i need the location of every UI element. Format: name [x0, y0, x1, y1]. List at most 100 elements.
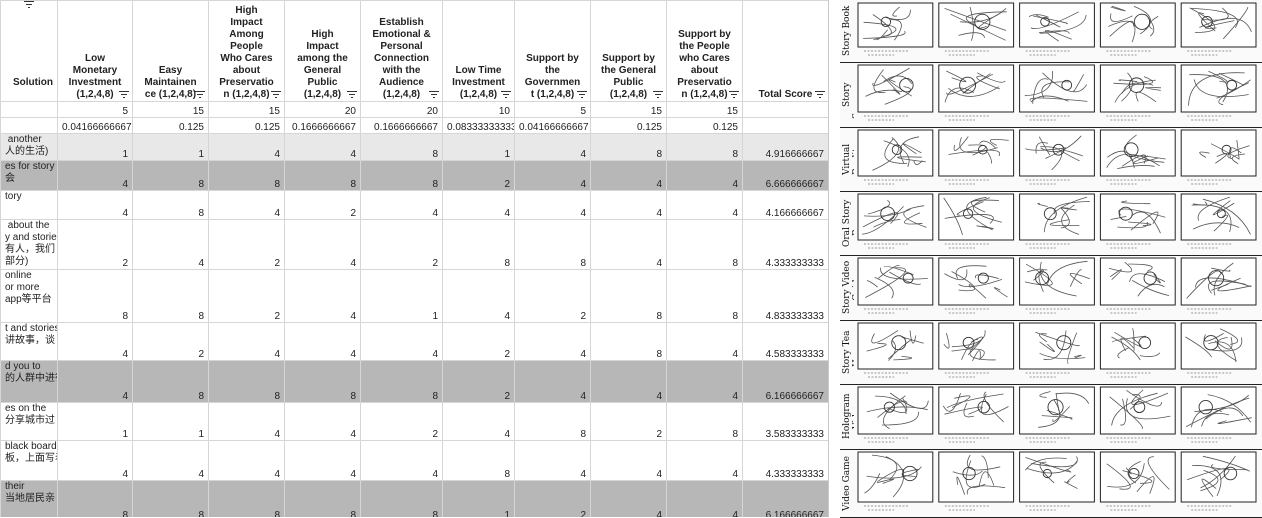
- filter-icon[interactable]: [271, 91, 281, 98]
- weight-cell[interactable]: 15: [208, 101, 285, 118]
- score-cell[interactable]: 4: [57, 190, 133, 220]
- score-cell[interactable]: 8: [442, 219, 515, 270]
- score-cell[interactable]: 4: [208, 402, 285, 441]
- score-cell[interactable]: 4: [514, 322, 591, 361]
- filter-icon[interactable]: [653, 91, 663, 98]
- score-cell[interactable]: 2: [514, 269, 591, 323]
- score-cell[interactable]: 4: [514, 133, 591, 161]
- filter-icon[interactable]: [24, 1, 53, 98]
- normalized-weight-cell[interactable]: 0.125: [208, 117, 285, 134]
- score-cell[interactable]: 4: [284, 133, 361, 161]
- score-cell[interactable]: 4: [442, 402, 515, 441]
- solution-cell[interactable]: es for story 会: [0, 160, 58, 191]
- score-cell[interactable]: 8: [360, 160, 443, 191]
- score-cell[interactable]: 2: [208, 269, 285, 323]
- score-cell[interactable]: 2: [208, 219, 285, 270]
- score-cell[interactable]: 8: [514, 219, 591, 270]
- score-cell[interactable]: 4: [208, 322, 285, 361]
- header-criterion[interactable]: High Impact Among People Who Cares about…: [208, 0, 285, 102]
- score-cell[interactable]: 8: [132, 269, 209, 323]
- score-cell[interactable]: 4: [590, 160, 667, 191]
- weight-cell[interactable]: 20: [284, 101, 361, 118]
- total-score-cell[interactable]: 4.166666667: [742, 190, 828, 220]
- filter-icon[interactable]: [119, 91, 129, 98]
- normalized-weight-cell[interactable]: 0.1666666667: [360, 117, 443, 134]
- header-criterion[interactable]: Establish Emotional & Personal Connectio…: [360, 0, 443, 102]
- score-cell[interactable]: 8: [132, 360, 209, 403]
- score-cell[interactable]: 4: [514, 190, 591, 220]
- score-cell[interactable]: 4: [666, 440, 743, 481]
- normalized-weight-cell[interactable]: 0.125: [590, 117, 667, 134]
- score-cell[interactable]: 4: [132, 440, 209, 481]
- score-cell[interactable]: 4: [442, 190, 515, 220]
- filter-icon[interactable]: [429, 91, 439, 98]
- score-cell[interactable]: 4: [666, 160, 743, 191]
- weight-cell[interactable]: 5: [57, 101, 133, 118]
- score-cell[interactable]: 8: [208, 160, 285, 191]
- weight-cell[interactable]: 15: [132, 101, 209, 118]
- score-cell[interactable]: 8: [57, 269, 133, 323]
- normalized-weight-cell[interactable]: 0.08333333333: [442, 117, 515, 134]
- score-cell[interactable]: 8: [666, 269, 743, 323]
- score-cell[interactable]: 8: [360, 360, 443, 403]
- score-cell[interactable]: 1: [360, 269, 443, 323]
- score-cell[interactable]: 8: [666, 133, 743, 161]
- score-cell[interactable]: 4: [360, 440, 443, 481]
- solution-cell[interactable]: their 当地居民亲: [0, 480, 58, 517]
- normalized-weight-cell[interactable]: 0.125: [666, 117, 743, 134]
- score-cell[interactable]: 4: [590, 219, 667, 270]
- score-cell[interactable]: 1: [442, 133, 515, 161]
- score-cell[interactable]: 4: [284, 440, 361, 481]
- header-criterion[interactable]: Support by the People who Cares about Pr…: [666, 0, 743, 102]
- score-cell[interactable]: 8: [590, 322, 667, 361]
- score-cell[interactable]: 4: [132, 219, 209, 270]
- score-cell[interactable]: 4: [514, 440, 591, 481]
- score-cell[interactable]: 4: [442, 269, 515, 323]
- total-score-cell[interactable]: [742, 117, 828, 134]
- filter-icon[interactable]: [347, 91, 357, 98]
- score-cell[interactable]: 8: [132, 480, 209, 517]
- normalized-weight-cell[interactable]: 0.04166666667: [57, 117, 133, 134]
- solution-cell[interactable]: [0, 117, 58, 134]
- score-cell[interactable]: 4: [360, 322, 443, 361]
- filter-icon[interactable]: [815, 91, 825, 98]
- solution-cell[interactable]: d you to 的人群中进行: [0, 360, 58, 403]
- score-cell[interactable]: 4: [666, 190, 743, 220]
- score-cell[interactable]: 1: [442, 480, 515, 517]
- score-cell[interactable]: 4: [57, 322, 133, 361]
- solution-cell[interactable]: online or more app等平台: [0, 269, 58, 323]
- solution-cell[interactable]: another 人的生活): [0, 133, 58, 161]
- score-cell[interactable]: 2: [360, 402, 443, 441]
- score-cell[interactable]: 2: [442, 360, 515, 403]
- score-cell[interactable]: 8: [208, 360, 285, 403]
- total-score-cell[interactable]: 4.833333333: [742, 269, 828, 323]
- solution-cell[interactable]: about the y and stories 有人，我们 部分): [0, 219, 58, 270]
- filter-icon[interactable]: [195, 91, 205, 98]
- header-criterion[interactable]: Low Monetary Investment (1,2,4,8): [57, 0, 133, 102]
- score-cell[interactable]: 2: [442, 322, 515, 361]
- filter-icon[interactable]: [577, 91, 587, 98]
- weight-cell[interactable]: 20: [360, 101, 443, 118]
- score-cell[interactable]: 8: [590, 133, 667, 161]
- score-cell[interactable]: 8: [57, 480, 133, 517]
- score-cell[interactable]: 4: [666, 322, 743, 361]
- score-cell[interactable]: 8: [666, 219, 743, 270]
- normalized-weight-cell[interactable]: 0.125: [132, 117, 209, 134]
- score-cell[interactable]: 8: [284, 360, 361, 403]
- score-cell[interactable]: 4: [208, 440, 285, 481]
- score-cell[interactable]: 1: [132, 402, 209, 441]
- score-cell[interactable]: 4: [666, 360, 743, 403]
- total-score-cell[interactable]: 6.166666667: [742, 480, 828, 517]
- score-cell[interactable]: 1: [57, 133, 133, 161]
- score-cell[interactable]: 1: [132, 133, 209, 161]
- score-cell[interactable]: 8: [360, 480, 443, 517]
- score-cell[interactable]: 1: [57, 402, 133, 441]
- score-cell[interactable]: 4: [208, 133, 285, 161]
- score-cell[interactable]: 8: [132, 190, 209, 220]
- score-cell[interactable]: 8: [284, 160, 361, 191]
- score-cell[interactable]: 4: [57, 160, 133, 191]
- total-score-cell[interactable]: 4.333333333: [742, 440, 828, 481]
- score-cell[interactable]: 2: [590, 402, 667, 441]
- score-cell[interactable]: 4: [57, 440, 133, 481]
- header-criterion[interactable]: Low Time Investment (1,2,4,8): [442, 0, 515, 102]
